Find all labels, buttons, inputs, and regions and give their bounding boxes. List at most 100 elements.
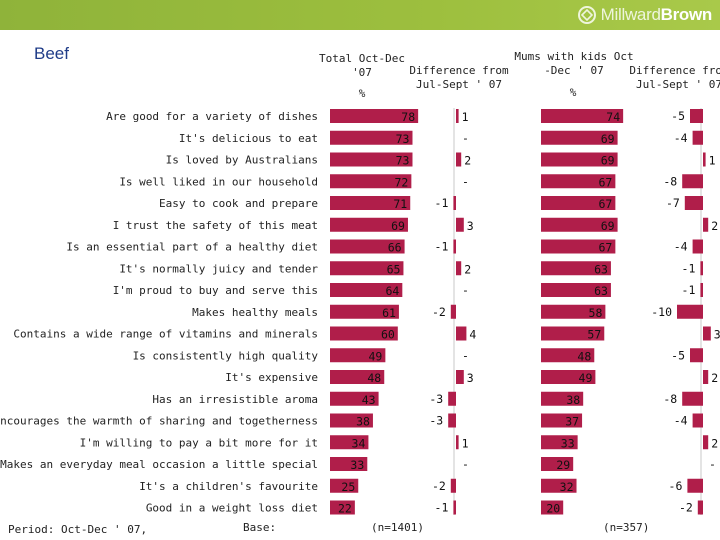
mums-diff-label-0: -5 xyxy=(671,109,685,123)
mums-value-11: 48 xyxy=(577,349,591,363)
total-diff-bar-0 xyxy=(456,109,459,123)
category-label-10: Contains a wide range of vitamins and mi… xyxy=(13,328,318,341)
mums-diff-label-7: -1 xyxy=(682,261,696,275)
total-bar-5 xyxy=(330,217,408,232)
category-label-17: It's a children's favourite xyxy=(139,480,318,493)
total-diff-bar-9 xyxy=(450,304,456,319)
total-value-17: 25 xyxy=(341,480,355,494)
category-label-9: Makes healthy meals xyxy=(192,306,318,319)
mums-bar-5 xyxy=(541,217,618,232)
category-label-11: Is consistently high quality xyxy=(133,349,319,362)
total-value-1: 73 xyxy=(396,132,410,146)
category-label-8: I'm proud to buy and serve this xyxy=(113,284,318,297)
mums-diff-no-change-16: - xyxy=(709,457,716,471)
page-title: Beef xyxy=(34,44,69,63)
total-value-8: 64 xyxy=(385,284,399,298)
mums-diff-bar-10 xyxy=(703,326,711,341)
mums-diff-bar-1 xyxy=(692,130,703,145)
mums-value-5: 69 xyxy=(601,219,615,233)
mums-diff-label-5: 2 xyxy=(711,219,718,233)
total-diff-label-15: 1 xyxy=(462,436,469,450)
mums-value-3: 67 xyxy=(599,175,613,189)
total-bar-9 xyxy=(330,304,399,319)
mums-value-18: 20 xyxy=(546,502,560,516)
brand-name-part2: Brown xyxy=(660,5,713,24)
mums-bar-11 xyxy=(541,348,595,363)
mums-diff-bar-14 xyxy=(692,413,703,428)
col-total-unit: % xyxy=(358,87,366,100)
total-value-15: 34 xyxy=(352,436,366,450)
total-bar-4 xyxy=(330,196,411,210)
mums-bar-17 xyxy=(541,478,577,493)
total-value-6: 66 xyxy=(388,241,402,255)
total-value-10: 60 xyxy=(381,328,395,342)
total-value-16: 33 xyxy=(350,458,364,472)
col-mums-unit: % xyxy=(569,86,577,99)
mums-diff-bar-17 xyxy=(687,478,703,493)
brand-mark-icon xyxy=(577,6,596,24)
total-diff-no-change-11: - xyxy=(462,348,469,362)
mums-bar-16 xyxy=(541,457,574,471)
total-value-13: 43 xyxy=(362,393,376,407)
category-label-5: I trust the safety of this meat xyxy=(113,219,318,232)
total-bar-7 xyxy=(330,261,404,276)
total-value-12: 48 xyxy=(367,371,381,385)
category-label-3: Is well liked in our household xyxy=(119,175,318,188)
total-value-0: 78 xyxy=(401,110,415,124)
total-diff-bar-14 xyxy=(448,413,456,428)
category-label-1: It's delicious to eat xyxy=(179,132,318,145)
total-bar-12 xyxy=(330,370,385,384)
total-bar-3 xyxy=(330,174,412,189)
mums-diff-bar-3 xyxy=(682,174,703,189)
base-total: (n=1401) xyxy=(371,521,424,534)
mums-diff-bar-8 xyxy=(700,283,703,297)
total-bar-0 xyxy=(330,109,419,123)
total-bar-1 xyxy=(330,130,413,145)
mums-diff-label-9: -10 xyxy=(651,305,672,319)
base-mums: (n=357) xyxy=(603,521,650,534)
mums-bar-0 xyxy=(541,109,624,123)
mums-diff-bar-5 xyxy=(703,217,709,232)
mums-diff-bar-15 xyxy=(703,435,709,450)
mums-diff-label-2: 1 xyxy=(709,154,716,168)
mums-bar-7 xyxy=(541,261,611,276)
mums-bar-9 xyxy=(541,304,606,319)
mums-bar-1 xyxy=(541,130,618,145)
total-value-4: 71 xyxy=(393,197,407,211)
total-bar-13 xyxy=(330,391,379,406)
total-diff-label-0: 1 xyxy=(462,110,469,124)
mums-bar-14 xyxy=(541,413,583,428)
mums-bar-13 xyxy=(541,391,584,406)
total-diff-label-10: 4 xyxy=(469,328,476,342)
mums-value-0: 74 xyxy=(606,110,620,124)
total-bar-8 xyxy=(330,283,403,297)
total-diff-bar-10 xyxy=(456,326,467,341)
mums-value-4: 67 xyxy=(599,197,613,211)
mums-diff-bar-7 xyxy=(700,261,703,276)
total-value-5: 69 xyxy=(391,219,405,233)
mums-value-13: 38 xyxy=(566,393,580,407)
total-bar-18 xyxy=(330,500,355,515)
total-bar-17 xyxy=(330,478,359,493)
total-diff-no-change-16: - xyxy=(462,457,469,471)
mums-bar-10 xyxy=(541,326,605,341)
total-bar-10 xyxy=(330,326,398,341)
total-bar-2 xyxy=(330,152,413,167)
total-diff-bar-13 xyxy=(448,391,456,406)
category-label-0: Are good for a variety of dishes xyxy=(106,110,318,123)
total-diff-label-18: -1 xyxy=(435,501,449,515)
mums-diff-bar-11 xyxy=(690,348,703,363)
mums-diff-label-6: -4 xyxy=(674,240,688,254)
total-value-11: 49 xyxy=(369,349,383,363)
total-value-3: 72 xyxy=(395,175,409,189)
mums-bar-12 xyxy=(541,370,596,384)
mums-value-14: 37 xyxy=(565,415,579,429)
col-total-diff-header: Difference from Jul-Sept ' 07 xyxy=(409,64,509,91)
mums-diff-bar-0 xyxy=(690,109,703,123)
total-diff-bar-15 xyxy=(456,435,459,450)
mums-value-8: 63 xyxy=(594,284,608,298)
mums-bar-18 xyxy=(541,500,564,515)
mums-diff-label-15: 2 xyxy=(711,436,718,450)
period-note: Period: Oct-Dec ' 07, xyxy=(8,523,148,536)
mums-value-16: 29 xyxy=(556,458,570,472)
